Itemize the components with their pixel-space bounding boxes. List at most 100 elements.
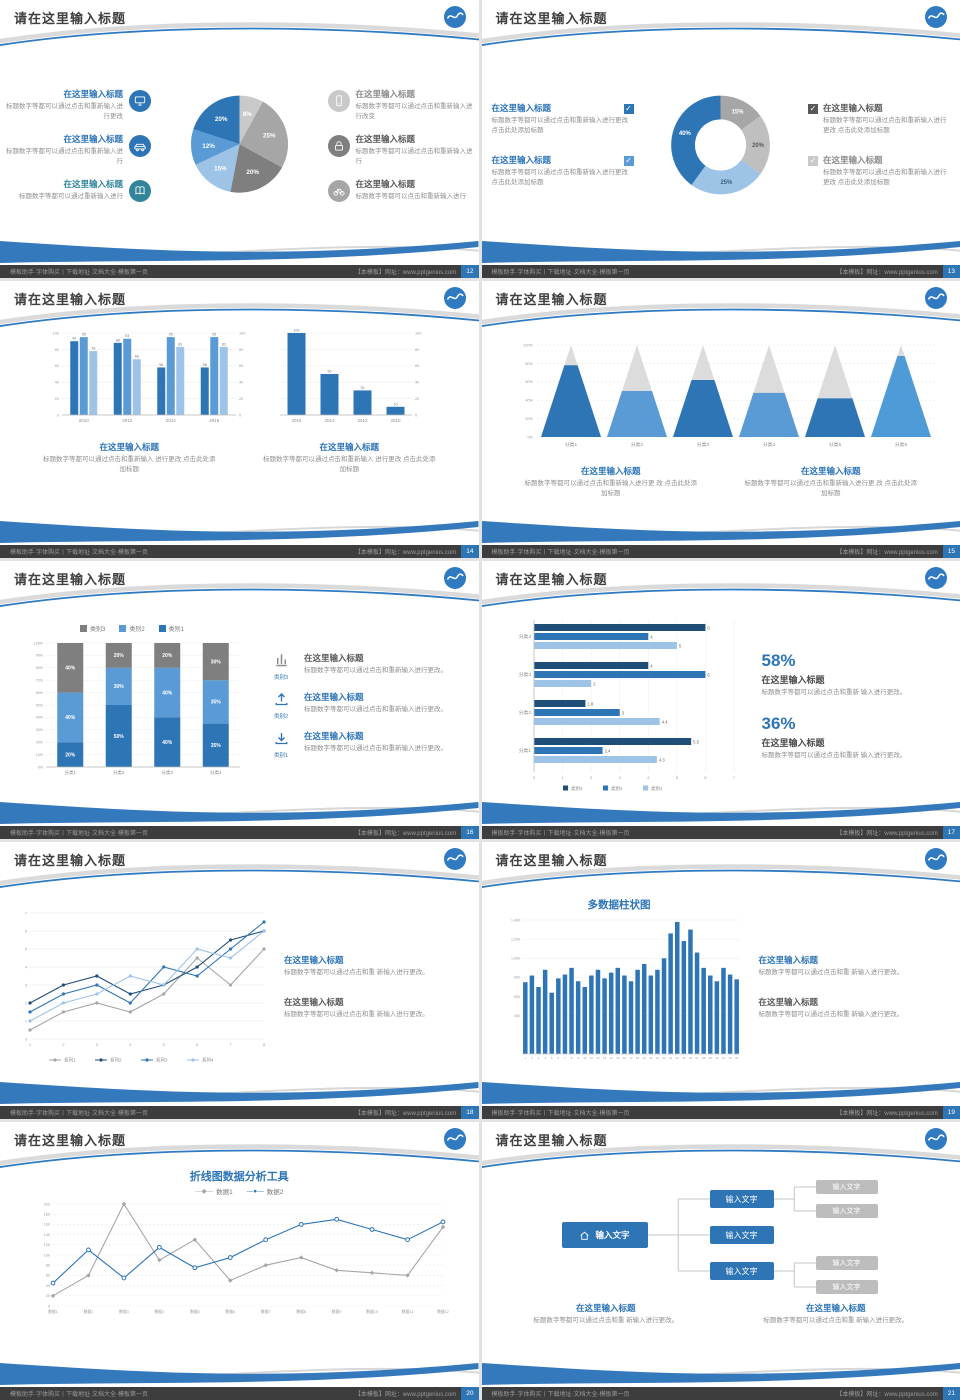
slide-18[interactable]: 请在这里输入标题 0 1 2 3 4 5 6 7 1 2 3 4 5 6 7 8 系列1 系列2 系列3 系列4 在这… bbox=[0, 841, 479, 1120]
checkbox-icon[interactable]: ✓ bbox=[808, 155, 818, 166]
svg-text:24: 24 bbox=[675, 1056, 679, 1060]
page-title: 请在这里输入标题 bbox=[495, 1133, 608, 1149]
leaf-node[interactable]: 输入文字 bbox=[815, 1180, 878, 1195]
svg-text:15%: 15% bbox=[731, 109, 744, 115]
block-desc: 标题数字等都可以通过点击和重新输入 进行更改 点击此处添加标题 bbox=[42, 455, 216, 473]
svg-text:40%: 40% bbox=[65, 715, 76, 721]
svg-text:32: 32 bbox=[728, 1056, 732, 1060]
svg-text:2: 2 bbox=[593, 681, 596, 686]
svg-text:分类2: 分类2 bbox=[113, 769, 125, 776]
svg-text:40%: 40% bbox=[525, 398, 533, 402]
svg-text:20%: 20% bbox=[752, 143, 765, 149]
svg-text:3: 3 bbox=[537, 1056, 539, 1060]
text-block: 在这里输入标题 标题数字等都可以通过点击和重新输入进行更 改 点击此处添加标题 bbox=[523, 465, 699, 499]
svg-text:600: 600 bbox=[514, 994, 520, 998]
svg-text:40%: 40% bbox=[65, 666, 76, 672]
svg-text:60: 60 bbox=[239, 364, 243, 368]
text-block: 在这里输入标题 标题数字等都可以通过点击和重 新输入进行更改。 bbox=[756, 1302, 916, 1326]
svg-text:0: 0 bbox=[48, 1305, 50, 1309]
item-desc: 标题数字等都可以点击和重新输入进行 bbox=[355, 192, 467, 200]
svg-text:30%: 30% bbox=[211, 659, 222, 665]
svg-text:40%: 40% bbox=[679, 131, 692, 137]
footer-left-text: 模板助手·字体购买丨下载地址·文档大全·模板第一页 bbox=[10, 1111, 148, 1118]
svg-text:3: 3 bbox=[618, 775, 621, 780]
svg-text:95: 95 bbox=[82, 332, 86, 336]
brand-logo-icon bbox=[443, 5, 467, 29]
svg-text:90: 90 bbox=[73, 336, 77, 340]
svg-text:7: 7 bbox=[230, 1043, 232, 1047]
page-number: 17 bbox=[942, 825, 960, 839]
item-title: 在这里输入标题 bbox=[355, 88, 416, 99]
slide-20[interactable]: 请在这里输入标题 折线图数据分析工具 —◆— 数据1 —●— 数据2 0 20 40 60… bbox=[0, 1122, 479, 1400]
bottom-swoosh bbox=[0, 521, 479, 544]
svg-text:68: 68 bbox=[135, 354, 139, 358]
list-item: 在这里输入标题 标题数字等都可以通过点击和重新输入进行 bbox=[327, 133, 473, 167]
slide-17[interactable]: 请在这里输入标题 0 1 2 3 4 5 6 7 6 4 5 分类4 4 6 2 分类3 1.8 3 4.4 分类2 5… bbox=[481, 561, 960, 839]
svg-text:33: 33 bbox=[735, 1056, 739, 1060]
text-block: 在这里输入标题 标题数字等都可以通过点击和重 新输入进行更改。 bbox=[284, 954, 469, 978]
svg-text:0: 0 bbox=[25, 1037, 27, 1041]
checkbox-icon[interactable]: ✓ bbox=[623, 155, 634, 166]
svg-text:1: 1 bbox=[25, 1019, 27, 1023]
svg-text:27: 27 bbox=[695, 1056, 699, 1060]
pyramid-chart: 0% 20% 40% 60% 80% 100% 分类1 分类2 分类3 分类4 分类5 分类6 bbox=[523, 343, 935, 448]
footer-left-text: 模板助手·字体购买丨下载地址·文档大全·模板第一页 bbox=[10, 550, 148, 557]
slide-footer: 模板助手·字体购买丨下载地址·文档大全·模板第一页 【本模板】网址：www.ppt… bbox=[0, 825, 479, 839]
page-number: 15 bbox=[942, 545, 960, 559]
svg-text:2: 2 bbox=[25, 1001, 27, 1005]
child-node[interactable]: 输入文字 bbox=[709, 1226, 774, 1245]
slide-21[interactable]: 请在这里输入标题 输入文字 输入文字 输入文字 输入文字 输入文字 输入文字 输… bbox=[481, 1122, 960, 1400]
checkbox-icon[interactable]: ✓ bbox=[808, 103, 818, 114]
svg-text:6: 6 bbox=[707, 672, 710, 677]
svg-text:30: 30 bbox=[361, 385, 365, 389]
child-node[interactable]: 输入文字 bbox=[709, 1262, 774, 1281]
svg-text:2016: 2016 bbox=[209, 418, 220, 423]
slide-14[interactable]: 请在这里输入标题 0 0 20 20 40 40 60 60 80 80 100 100 2010 90 9… bbox=[0, 280, 479, 559]
svg-text:2010: 2010 bbox=[391, 418, 402, 423]
svg-text:3: 3 bbox=[621, 710, 624, 715]
footer-left-text: 模板助手·字体购买丨下载地址·文档大全·模板第一页 bbox=[491, 550, 630, 557]
footer-right-text: 【本模板】网址：www.pptgenius.com bbox=[836, 830, 938, 837]
svg-text:60%: 60% bbox=[36, 691, 44, 695]
slide-16[interactable]: 请在这里输入标题 类别3 类别2 类别1 0% 10% 20% 30% 40% 50% 60… bbox=[0, 561, 479, 839]
svg-text:数据11: 数据11 bbox=[402, 1309, 414, 1314]
slide-15[interactable]: 请在这里输入标题 0% 20% 40% 60% 80% 100% 分类1 分类2 分类3 分类4 分… bbox=[481, 280, 960, 559]
footer-right-text: 【本模板】网址：www.pptgenius.com bbox=[354, 830, 457, 837]
svg-text:60: 60 bbox=[55, 364, 59, 368]
svg-text:30%: 30% bbox=[36, 728, 44, 732]
slide-13[interactable]: 请在这里输入标题 在这里输入标题 ✓ 标题数字等都可以通过点击和重新输入进行更改 点… bbox=[481, 0, 960, 278]
svg-text:8%: 8% bbox=[242, 111, 252, 118]
child-node[interactable]: 输入文字 bbox=[709, 1190, 774, 1209]
svg-text:数据6: 数据6 bbox=[226, 1309, 236, 1314]
brand-logo-icon bbox=[443, 847, 467, 871]
stat-block: 58% 在这里输入标题 标题数字等都可以通过点击和重新 输入进行更改。 bbox=[762, 651, 932, 698]
svg-text:0: 0 bbox=[57, 413, 59, 417]
block-desc: 标题数字等都可以通过点击和重新输入进行更 改 点击此处添加标题 bbox=[744, 479, 918, 497]
svg-text:100: 100 bbox=[294, 328, 300, 332]
slide-19[interactable]: 请在这里输入标题 多数据柱状图 400 600 800 1,000 1,200 1,400… bbox=[481, 841, 960, 1120]
root-node[interactable]: 输入文字 bbox=[561, 1222, 648, 1249]
svg-text:25%: 25% bbox=[263, 132, 276, 139]
legend-marker: —◆— bbox=[195, 1188, 214, 1196]
checkbox-icon[interactable]: ✓ bbox=[623, 103, 634, 114]
leaf-node[interactable]: 输入文字 bbox=[815, 1204, 878, 1219]
block-title: 在这里输入标题 bbox=[99, 441, 159, 452]
leaf-node[interactable]: 输入文字 bbox=[815, 1280, 878, 1295]
svg-text:60%: 60% bbox=[525, 380, 533, 384]
legend-swatch bbox=[79, 624, 87, 632]
leaf-node[interactable]: 输入文字 bbox=[815, 1256, 878, 1271]
svg-text:2014: 2014 bbox=[166, 418, 177, 423]
item-desc: 标题数字等都可以通过点击和重新输入进行 bbox=[355, 147, 473, 165]
svg-text:系列4: 系列4 bbox=[202, 1056, 214, 1063]
slide-12[interactable]: 请在这里输入标题 在这里输入标题 标题数字等都可以通过点击和重新输入进行更改 在这… bbox=[0, 0, 479, 278]
footer-left-text: 模板助手·字体购买丨下载地址·文档大全·模板第一页 bbox=[10, 1392, 148, 1398]
svg-text:95: 95 bbox=[213, 332, 217, 336]
item-title: 在这里输入标题 bbox=[63, 133, 123, 144]
legend-item: —◆— 数据1 bbox=[195, 1188, 233, 1197]
svg-text:83: 83 bbox=[222, 342, 226, 346]
svg-text:15: 15 bbox=[616, 1056, 620, 1060]
horizontal-bar-chart: 0 1 2 3 4 5 6 7 6 4 5 分类4 4 6 2 分类3 1.8 3 4.4 分类2 5.5 2.4 4.3 分… bbox=[518, 619, 735, 792]
legend-item: 类别2 bbox=[119, 624, 145, 633]
block-desc: 标题数字等都可以通过点击和重新输入进行更 改 点击此处添加标题 bbox=[524, 479, 698, 497]
block-title: 在这里输入标题 bbox=[800, 465, 861, 476]
